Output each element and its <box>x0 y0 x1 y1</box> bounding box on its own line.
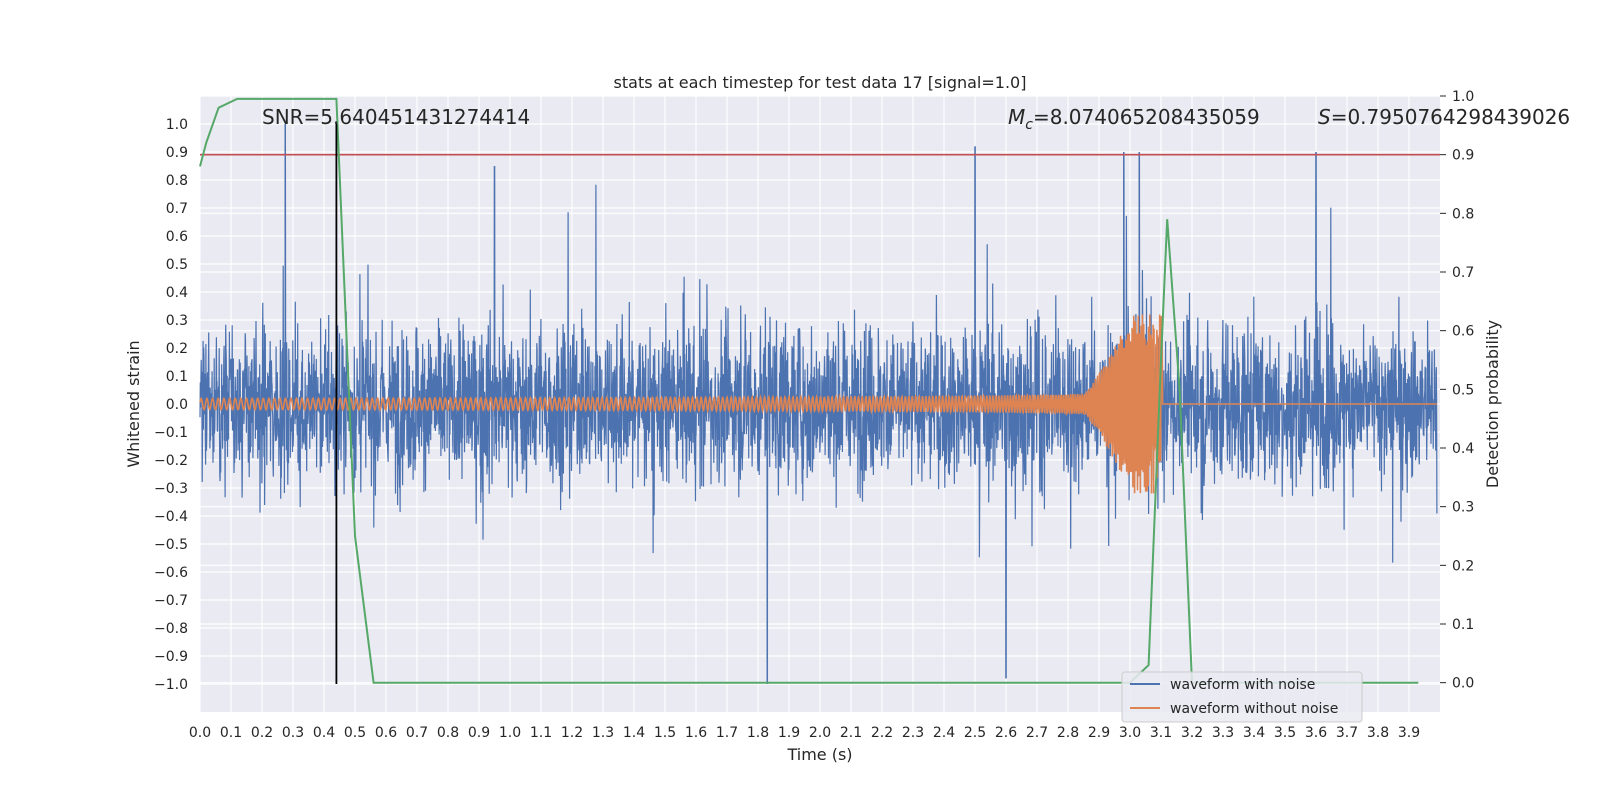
y2-axis-label: Detection probability <box>1483 320 1502 488</box>
legend-noise-label: waveform with noise <box>1170 677 1315 693</box>
y2-tick-label: 0.7 <box>1452 265 1474 281</box>
x-tick-label: 1.5 <box>654 725 676 741</box>
x-tick-label: 1.4 <box>623 725 645 741</box>
waveform-with-noise-line <box>199 123 1438 685</box>
y-tick-label: −0.5 <box>154 537 188 553</box>
x-tick-label: 1.6 <box>685 725 707 741</box>
y2-tick-label: 0.8 <box>1452 206 1474 222</box>
x-tick-label: 0.2 <box>251 725 273 741</box>
x-tick-label: 1.9 <box>778 725 800 741</box>
y-tick-label: 0.3 <box>166 313 188 329</box>
x-tick-label: 2.2 <box>871 725 893 741</box>
y-tick-label: −0.7 <box>154 593 188 609</box>
x-tick-label: 3.0 <box>1119 725 1141 741</box>
y-tick-label: 0.7 <box>166 201 188 217</box>
x-tick-label: 3.5 <box>1274 725 1296 741</box>
legend-box <box>1121 671 1363 723</box>
x-tick-label: 2.0 <box>809 725 831 741</box>
y2-tick-label: 1.0 <box>1452 89 1474 105</box>
y2-tick-label: 0.3 <box>1452 500 1474 516</box>
x-tick-label: 0.7 <box>406 725 428 741</box>
x-tick-label: 3.6 <box>1305 725 1327 741</box>
y-tick-label: −0.1 <box>154 425 188 441</box>
x-tick-label: 0.8 <box>437 725 459 741</box>
detection-probability-line <box>199 97 1419 684</box>
x-tick-label: 3.4 <box>1243 725 1265 741</box>
chirp-mass-value: =8.074065208435059 <box>1033 105 1260 129</box>
x-tick-label: 3.1 <box>1150 725 1172 741</box>
chirp-mass-annotation: Mc=8.074065208435059 <box>1008 105 1260 133</box>
y2-tick-label: 0.2 <box>1452 558 1474 574</box>
x-tick-label: 2.6 <box>995 725 1017 741</box>
snr-annotation: SNR=5.640451431274414 <box>262 105 530 129</box>
y-axis-label: Whitened strain <box>124 340 143 467</box>
score-annotation: S=0.7950764298439026 <box>1318 105 1570 129</box>
x-tick-label: 2.8 <box>1057 725 1079 741</box>
y-tick-label: 0.4 <box>166 285 188 301</box>
series-layer <box>199 97 1440 685</box>
y-tick-label: 0.6 <box>166 229 188 245</box>
x-tick-label: 0.0 <box>189 725 211 741</box>
chirp-mass-subscript: c <box>1025 117 1033 133</box>
y-tick-label: 0.1 <box>166 369 188 385</box>
y-tick-label: −0.9 <box>154 649 188 665</box>
x-tick-label: 0.5 <box>344 725 366 741</box>
score-symbol: S <box>1318 105 1331 129</box>
x-tick-label: 1.2 <box>561 725 583 741</box>
x-tick-label: 2.5 <box>964 725 986 741</box>
x-tick-label: 1.7 <box>716 725 738 741</box>
y-tick-label: −0.2 <box>154 453 188 469</box>
x-tick-label: 3.8 <box>1367 725 1389 741</box>
waveform-without-noise-line <box>199 314 1437 494</box>
x-tick-label: 3.7 <box>1336 725 1358 741</box>
y2-tick-label: 0.1 <box>1452 617 1474 633</box>
x-tick-label: 2.9 <box>1088 725 1110 741</box>
x-tick-label: 3.3 <box>1212 725 1234 741</box>
x-tick-label: 1.0 <box>499 725 521 741</box>
x-tick-label: 2.3 <box>902 725 924 741</box>
y2-tick-label: 0.6 <box>1452 324 1474 340</box>
chart-title: stats at each timestep for test data 17 … <box>614 73 1027 92</box>
y-tick-label: −0.6 <box>154 565 188 581</box>
x-tick-label: 3.9 <box>1398 725 1420 741</box>
y-tick-label: 0.9 <box>166 145 188 161</box>
y-tick-label: −0.4 <box>154 509 188 525</box>
legend-clean-label: waveform without noise <box>1170 701 1338 717</box>
x-tick-label: 2.7 <box>1026 725 1048 741</box>
y2-tick-label: 0.0 <box>1452 676 1474 692</box>
x-tick-label: 0.1 <box>220 725 242 741</box>
x-tick-label: 0.6 <box>375 725 397 741</box>
y-tick-label: 0.8 <box>166 173 188 189</box>
x-tick-label: 2.1 <box>840 725 862 741</box>
y-tick-label: −0.3 <box>154 481 188 497</box>
x-tick-label: 3.2 <box>1181 725 1203 741</box>
x-tick-label: 0.3 <box>282 725 304 741</box>
legend: waveform with noise waveform without noi… <box>1121 671 1363 723</box>
y-tick-label: 0.0 <box>166 397 188 413</box>
x-tick-label: 0.9 <box>468 725 490 741</box>
y-tick-label: 0.2 <box>166 341 188 357</box>
x-axis-label: Time (s) <box>786 745 852 764</box>
x-tick-label: 1.8 <box>747 725 769 741</box>
x-tick-label: 0.4 <box>313 725 335 741</box>
tick-layer: 0.0 0.1 0.2 0.3 0.4 0.5 0.6 0.7 0.8 0.9 1.0 1.1 1.2 1… <box>154 89 1474 741</box>
y2-tick-label: 0.5 <box>1452 382 1474 398</box>
y-tick-label: −1.0 <box>154 677 188 693</box>
score-value: =0.7950764298439026 <box>1331 105 1570 129</box>
y-tick-label: −0.8 <box>154 621 188 637</box>
x-tick-label: 1.1 <box>530 725 552 741</box>
y2-tick-label: 0.9 <box>1452 148 1474 164</box>
x-tick-label: 2.4 <box>933 725 955 741</box>
y-tick-label: 0.5 <box>166 257 188 273</box>
chirp-mass-symbol: M <box>1008 105 1025 129</box>
y2-tick-label: 0.4 <box>1452 441 1474 457</box>
y-tick-label: 1.0 <box>166 117 188 133</box>
x-tick-label: 1.3 <box>592 725 614 741</box>
